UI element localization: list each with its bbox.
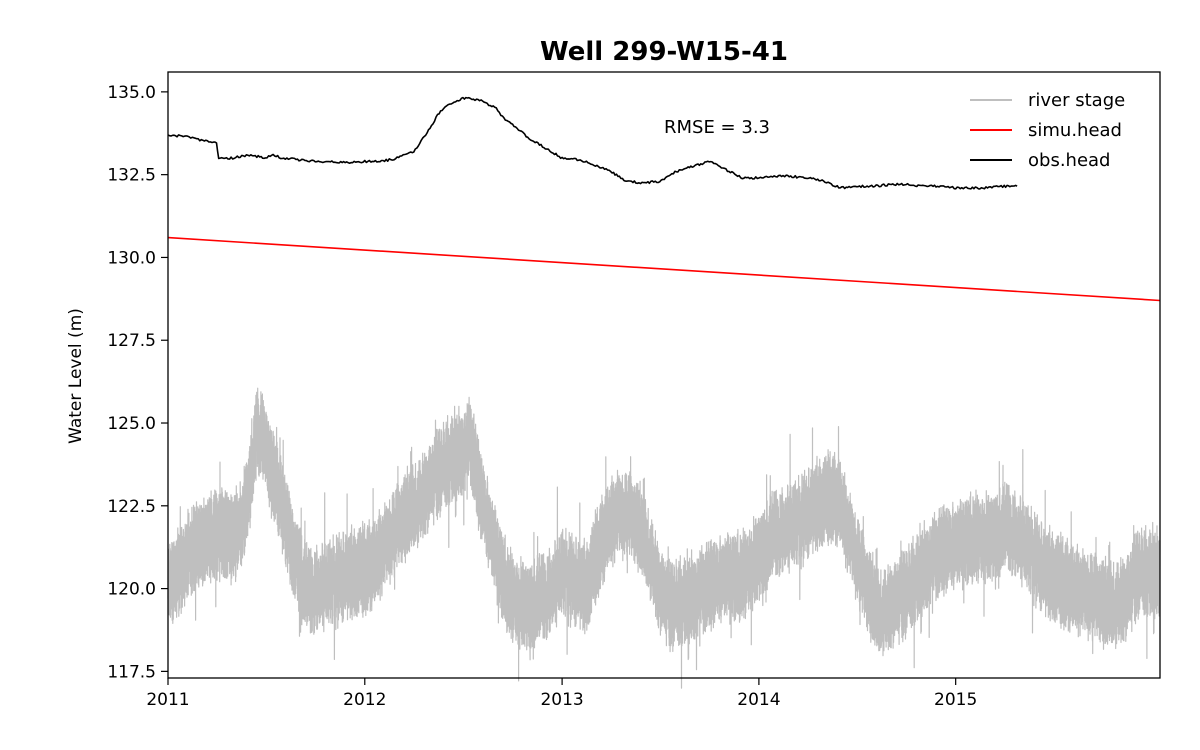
y-tick-label: 120.0 (107, 580, 156, 600)
x-tick-label: 2014 (737, 690, 780, 710)
x-tick-label: 2011 (146, 690, 189, 710)
legend-label: obs.head (1028, 150, 1110, 171)
x-tick-label: 2015 (934, 690, 977, 710)
x-tick-label: 2012 (343, 690, 386, 710)
x-axis-ticks: 2011 2012 2013 2014 2015 (146, 678, 977, 710)
rmse-annotation: RMSE = 3.3 (664, 117, 770, 138)
legend: river stage simu.head obs.head (970, 90, 1125, 171)
series-layer (167, 96, 1161, 689)
y-tick-label: 127.5 (107, 331, 156, 351)
plot-frame (167, 71, 1161, 679)
y-axis-ticks: 117.5 120.0 122.5 125.0 127.5 130.0 132.5 135.0 (107, 83, 168, 682)
chart-title: Well 299-W15-41 (540, 37, 788, 67)
y-tick-label: 135.0 (107, 83, 156, 103)
series-line-river-stage (167, 387, 1161, 689)
legend-label: simu.head (1028, 120, 1122, 141)
y-tick-label: 132.5 (107, 166, 156, 186)
y-tick-label: 130.0 (107, 248, 156, 268)
y-axis-label: Water Level (m) (66, 308, 86, 444)
legend-label: river stage (1028, 90, 1125, 111)
y-tick-label: 117.5 (107, 662, 156, 682)
x-tick-label: 2013 (540, 690, 583, 710)
y-tick-label: 122.5 (107, 497, 156, 517)
y-tick-label: 125.0 (107, 414, 156, 434)
series-line-simu-head (167, 236, 1161, 302)
series-line-obs-head (167, 96, 1018, 190)
